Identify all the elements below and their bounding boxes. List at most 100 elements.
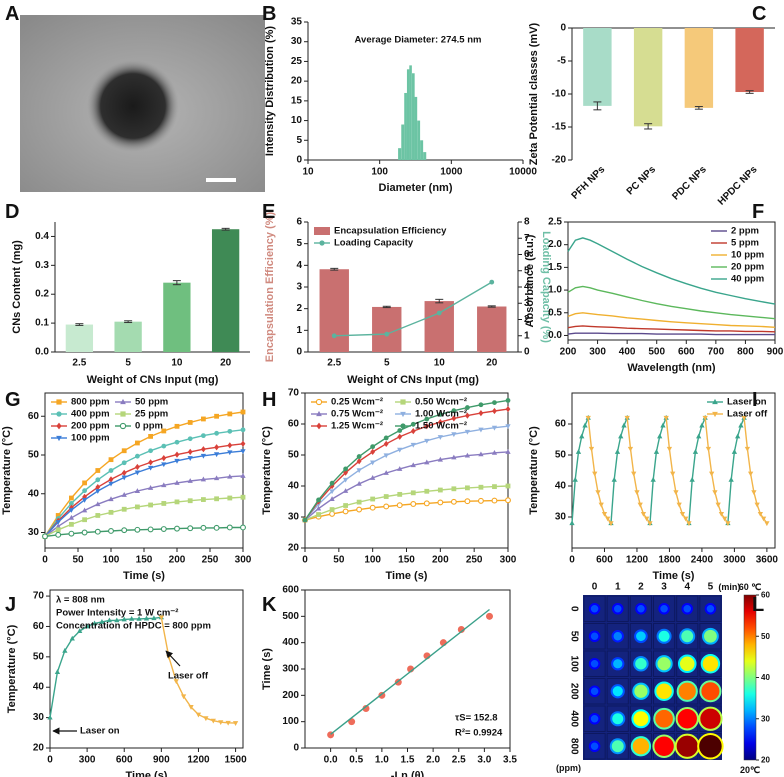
panel-label: D bbox=[5, 201, 19, 223]
y2-tick-label: 4 bbox=[524, 282, 530, 293]
marker bbox=[47, 714, 53, 720]
y-tick-label: 50 bbox=[33, 651, 45, 662]
hot-spot bbox=[634, 629, 648, 644]
marker bbox=[595, 490, 601, 496]
marker bbox=[94, 528, 101, 535]
x-tick-label: 3.0 bbox=[477, 755, 491, 766]
panel-label: J bbox=[5, 594, 16, 616]
cell-border bbox=[606, 650, 629, 677]
marker bbox=[598, 502, 604, 508]
y-tick-label: 70 bbox=[33, 591, 45, 602]
x-tick-label: 300 bbox=[500, 555, 517, 566]
marker bbox=[95, 501, 101, 507]
marker bbox=[201, 497, 206, 502]
panel-label: I bbox=[752, 389, 758, 411]
marker bbox=[187, 498, 193, 504]
marker bbox=[696, 433, 702, 439]
hot-spot bbox=[679, 628, 696, 645]
legend-label: 5 ppm bbox=[731, 238, 759, 249]
marker bbox=[135, 453, 140, 459]
marker bbox=[180, 694, 187, 700]
column-label: 1 bbox=[615, 582, 621, 593]
marker bbox=[492, 400, 497, 406]
y-tick-label: 500 bbox=[282, 611, 299, 622]
x-tick-label: 2.5 bbox=[327, 358, 341, 369]
plot-frame bbox=[49, 589, 244, 749]
cell-border bbox=[653, 595, 676, 622]
marker bbox=[410, 428, 416, 435]
y2-axis-title: Loading Capacity (%) bbox=[540, 231, 552, 343]
marker bbox=[121, 469, 127, 476]
series-line bbox=[44, 429, 244, 537]
marker bbox=[200, 476, 207, 482]
y-tick-label: 30 bbox=[291, 36, 303, 47]
y-tick-label: 20 bbox=[288, 543, 300, 554]
bar bbox=[417, 120, 421, 160]
marker bbox=[121, 475, 127, 481]
y-tick-label: 30 bbox=[28, 527, 40, 538]
marker bbox=[397, 447, 403, 453]
marker bbox=[225, 720, 231, 726]
y-tick-label: 20 bbox=[291, 76, 303, 87]
marker bbox=[108, 527, 114, 534]
series-line bbox=[304, 399, 509, 521]
marker bbox=[226, 524, 233, 531]
annotation: R²= 0.9924 bbox=[455, 728, 503, 739]
marker bbox=[397, 491, 403, 497]
annotation-arrow bbox=[165, 650, 181, 667]
marker bbox=[478, 451, 484, 457]
marker bbox=[108, 496, 114, 502]
marker bbox=[315, 505, 322, 511]
marker bbox=[108, 468, 114, 473]
cell-border bbox=[676, 623, 699, 650]
y-tick-label: 20 bbox=[33, 743, 45, 754]
marker bbox=[631, 471, 637, 477]
column-label: 4 bbox=[684, 582, 690, 593]
x-axis-title: Diameter (nm) bbox=[379, 182, 453, 194]
legend-label: 800 ppm bbox=[71, 397, 110, 408]
x-tick-label: 900 bbox=[153, 755, 170, 766]
marker bbox=[121, 448, 127, 454]
marker bbox=[174, 480, 180, 485]
x-tick-label: 0.0 bbox=[324, 755, 338, 766]
cell-border bbox=[699, 623, 722, 650]
marker bbox=[227, 442, 233, 449]
x-tick-label: 200 bbox=[432, 555, 449, 566]
marker bbox=[585, 415, 591, 421]
colorbar-tick-label: 50 bbox=[761, 632, 770, 641]
marker bbox=[329, 489, 335, 495]
marker bbox=[718, 511, 725, 517]
marker bbox=[134, 470, 141, 476]
marker bbox=[451, 408, 457, 414]
marker bbox=[315, 398, 323, 406]
marker bbox=[464, 429, 471, 435]
x-tick-label: 5 bbox=[125, 358, 131, 369]
bar bbox=[319, 269, 349, 352]
marker bbox=[410, 490, 416, 496]
legend-label: 50 ppm bbox=[135, 397, 168, 408]
marker bbox=[331, 333, 337, 339]
marker bbox=[174, 439, 180, 445]
marker bbox=[200, 453, 207, 459]
x-tick-label: 2.5 bbox=[452, 755, 466, 766]
error-bar bbox=[172, 280, 181, 286]
marker bbox=[174, 423, 180, 429]
marker bbox=[188, 705, 194, 710]
colorbar-tick-label: 20 bbox=[761, 756, 770, 765]
marker bbox=[465, 412, 470, 419]
series-line bbox=[304, 499, 509, 521]
cell-border bbox=[629, 650, 652, 677]
y-axis-title: Zeta Potential classes (mV) bbox=[528, 22, 540, 165]
series-line bbox=[44, 443, 244, 537]
marker bbox=[624, 415, 630, 421]
y-tick-label: 40 bbox=[555, 481, 567, 492]
y-axis-title: Temperature (°C) bbox=[1, 426, 13, 515]
marker bbox=[356, 458, 362, 465]
marker bbox=[712, 411, 718, 418]
marker bbox=[68, 508, 75, 513]
marker bbox=[369, 504, 376, 511]
marker bbox=[712, 490, 718, 496]
x-axis-title: Weight of CNs Input (mg) bbox=[347, 374, 479, 386]
marker bbox=[173, 679, 179, 685]
marker bbox=[161, 454, 167, 462]
